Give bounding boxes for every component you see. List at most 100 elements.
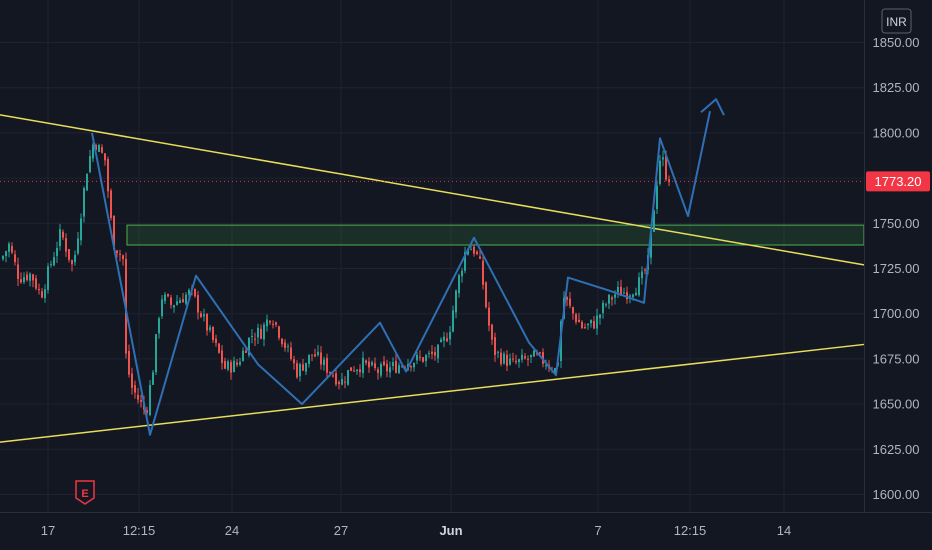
candle-body <box>482 260 484 285</box>
time-tick-label: 17 <box>41 523 55 538</box>
candle-body <box>452 310 454 332</box>
price-tick-label: 1750.00 <box>873 216 920 231</box>
candle-body <box>2 255 4 260</box>
candle-body <box>134 385 136 393</box>
candle-body <box>50 263 52 265</box>
candle-body <box>539 352 541 354</box>
candle-body <box>641 271 643 279</box>
time-axis[interactable]: 17 12:15 24 27 Jun 7 12:15 14 <box>41 523 791 538</box>
candle-body <box>494 337 496 355</box>
price-tick-label: 1800.00 <box>873 125 920 140</box>
candle-body <box>95 145 97 151</box>
candle-body <box>47 266 49 291</box>
trendline-layer <box>0 114 865 443</box>
candle-body <box>26 274 28 280</box>
candle-body <box>635 292 637 296</box>
trendline-lower <box>0 343 865 443</box>
resistance-zone-layer <box>126 224 865 246</box>
arrow-up-icon <box>700 98 725 116</box>
candle-body <box>554 368 556 373</box>
candle-body <box>242 350 244 361</box>
candle-body <box>266 319 268 327</box>
candle-body <box>572 307 574 314</box>
candle-body <box>284 342 286 348</box>
candle-body <box>269 320 271 323</box>
candle-body <box>455 290 457 313</box>
candle-body <box>371 362 373 366</box>
candle-body <box>503 353 505 364</box>
candle-body <box>203 314 205 317</box>
candle-body <box>398 365 400 373</box>
candle-body <box>80 218 82 241</box>
candle-body <box>617 286 619 293</box>
candle-body <box>359 369 361 373</box>
candle-body <box>293 359 295 364</box>
candle-body <box>575 314 577 323</box>
candle-body <box>347 370 349 385</box>
candle-body <box>425 355 427 362</box>
candle-body <box>272 323 274 325</box>
price-tick-label: 1700.00 <box>873 306 920 321</box>
candle-body <box>314 354 316 357</box>
candle-body <box>587 323 589 326</box>
candle-body <box>299 364 301 377</box>
candle-body <box>599 314 601 319</box>
candle-body <box>56 247 58 256</box>
grid-lines <box>0 0 864 512</box>
candle-body <box>296 363 298 378</box>
price-tick-label: 1600.00 <box>873 487 920 502</box>
candle-body <box>44 289 46 299</box>
candle-body <box>197 295 199 313</box>
candle-body <box>239 361 241 365</box>
candle-body <box>29 273 31 281</box>
candle-body <box>74 254 76 263</box>
candle-body <box>596 315 598 329</box>
candle-body <box>146 410 148 414</box>
candle-body <box>35 278 37 289</box>
candle-body <box>437 344 439 359</box>
earnings-marker[interactable]: E <box>75 480 95 505</box>
candle-body <box>77 238 79 254</box>
currency-button[interactable]: INR <box>881 8 912 34</box>
candle-body <box>440 339 442 343</box>
candle-body <box>41 291 43 298</box>
candle-body <box>227 361 229 370</box>
candle-body <box>395 360 397 373</box>
price-tick-label: 1675.00 <box>873 351 920 366</box>
candle-body <box>161 299 163 317</box>
candle-body <box>11 245 13 253</box>
candle-body <box>602 302 604 313</box>
candle-body <box>53 257 55 266</box>
candle-body <box>209 327 211 330</box>
candle-body <box>62 231 64 238</box>
candle-body <box>656 185 658 209</box>
candle-body <box>545 365 547 367</box>
pattern-projection-layer <box>91 98 725 436</box>
candle-body <box>101 147 103 153</box>
candle-body <box>473 246 475 254</box>
candle-body <box>158 318 160 334</box>
candle-body <box>416 354 418 361</box>
candle-body <box>377 369 379 373</box>
candle-body <box>632 294 634 298</box>
candle-body <box>260 328 262 339</box>
candle-body <box>659 160 661 184</box>
candle-body <box>92 144 94 159</box>
candle-body <box>176 301 178 305</box>
candle-body <box>428 353 430 355</box>
candle-body <box>383 361 385 365</box>
candle-body <box>566 296 568 300</box>
candle-body <box>302 364 304 371</box>
candle-body <box>620 286 622 296</box>
candle-body <box>638 277 640 296</box>
candle-body <box>458 275 460 294</box>
candle-body <box>341 379 343 385</box>
candle-body <box>464 252 466 271</box>
candle-body <box>434 352 436 356</box>
candle-body <box>476 251 478 255</box>
candle-body <box>509 358 511 365</box>
candle-body <box>338 381 340 385</box>
price-axis[interactable]: 1850.001825.001800.001775.001750.001725.… <box>873 35 920 502</box>
candle-body <box>497 351 499 353</box>
